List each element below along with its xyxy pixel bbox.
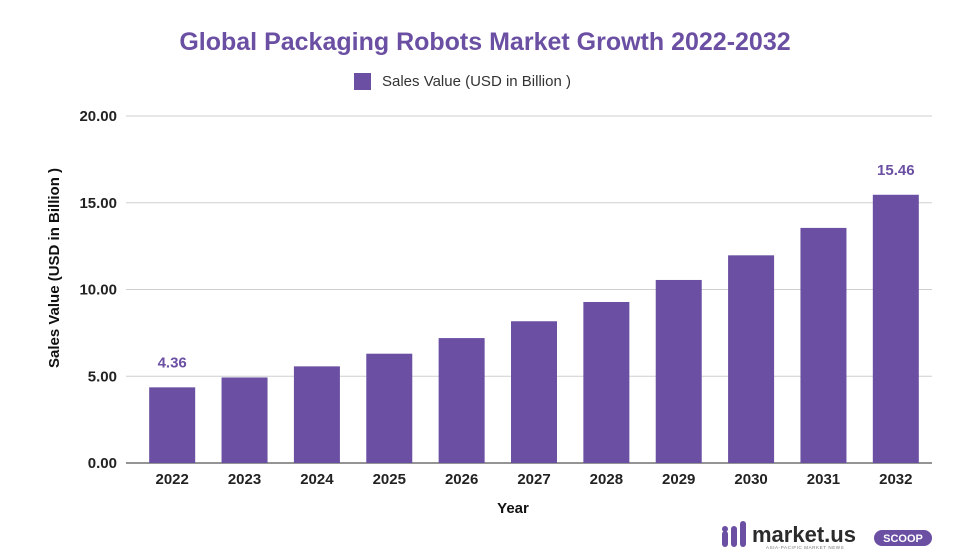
x-tick-label: 2023 [228, 471, 261, 488]
x-axis-label: Year [497, 500, 529, 517]
y-tick-label: 10.00 [79, 282, 117, 299]
x-tick-label: 2029 [662, 471, 695, 488]
bar-2031 [800, 227, 847, 463]
bar-2023 [221, 377, 268, 463]
brand-tagline: ASIA-PACIFIC MARKET NEWS [766, 545, 844, 550]
brand-logo: market.us ASIA-PACIFIC MARKET NEWS SCOOP [722, 521, 932, 550]
x-tick-label: 2028 [590, 471, 623, 488]
x-tick-label: 2024 [300, 471, 334, 488]
y-tick-label: 0.00 [88, 455, 117, 472]
data-label-2032: 15.46 [877, 162, 915, 179]
data-label-2022: 4.36 [158, 354, 187, 371]
y-axis-ticks: 0.00 5.00 10.00 15.00 20.00 [79, 108, 117, 472]
bar-2024 [293, 366, 340, 463]
x-tick-label: 2032 [879, 471, 912, 488]
bar-2027 [511, 321, 557, 463]
x-tick-label: 2026 [445, 471, 478, 488]
x-tick-label: 2031 [807, 471, 840, 488]
bar-2028 [583, 301, 630, 463]
x-axis-ticks: 2022 2023 2024 2025 2026 2027 2028 2029 2030 2031… [155, 471, 912, 488]
chart-title: Global Packaging Robots Market Growth 20… [179, 28, 790, 56]
brand-mark-icon [722, 521, 746, 547]
x-tick-label: 2022 [155, 471, 188, 488]
legend-swatch [354, 73, 371, 90]
brand-name: market.us [752, 522, 856, 547]
legend-label: Sales Value (USD in Billion ) [382, 73, 571, 90]
y-axis-label: Sales Value (USD in Billion ) [46, 168, 63, 368]
y-tick-label: 20.00 [79, 108, 117, 125]
scoop-badge-label: SCOOP [883, 533, 923, 545]
bars [149, 194, 919, 464]
x-tick-label: 2025 [373, 471, 406, 488]
y-tick-label: 5.00 [88, 368, 117, 385]
bar-2025 [366, 353, 413, 463]
bar-2026 [438, 338, 485, 463]
x-tick-label: 2030 [734, 471, 767, 488]
bar-2029 [655, 279, 702, 463]
data-labels: 4.36 15.46 [158, 162, 915, 372]
x-tick-label: 2027 [517, 471, 550, 488]
y-tick-label: 15.00 [79, 195, 117, 212]
bar-2032 [872, 194, 919, 464]
scoop-badge [874, 530, 932, 546]
bar-2022 [149, 387, 196, 463]
bar-2030 [728, 255, 775, 463]
legend: Sales Value (USD in Billion ) [354, 73, 571, 90]
